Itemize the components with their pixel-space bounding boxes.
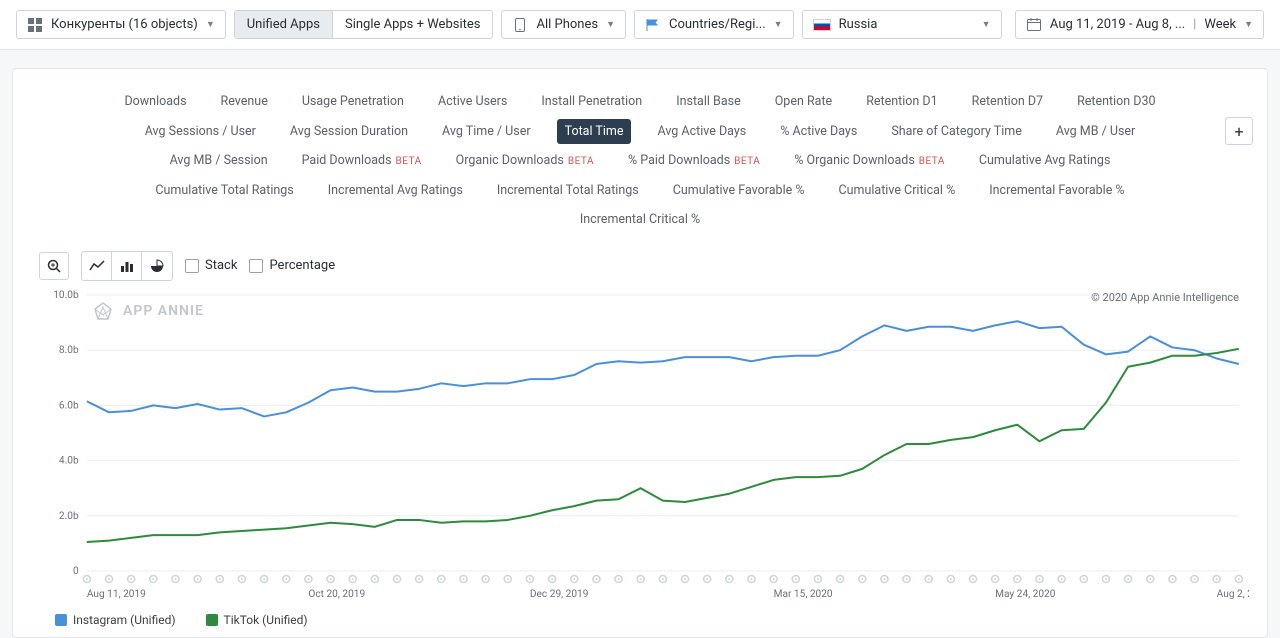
- device-dropdown[interactable]: All Phones ▼: [501, 10, 626, 39]
- metric-tab[interactable]: Install Base: [668, 89, 749, 115]
- metric-tab[interactable]: Avg Sessions / User: [137, 119, 264, 145]
- beta-badge: BETA: [919, 156, 945, 167]
- calendar-icon: [1026, 19, 1042, 31]
- metric-tab[interactable]: Avg Session Duration: [282, 119, 416, 145]
- filter-bar: Конкуренты (16 objects) ▼ Unified Apps S…: [0, 0, 1280, 50]
- date-range-label: Aug 11, 2019 - Aug 8, ...: [1050, 17, 1185, 32]
- metric-tab[interactable]: Retention D30: [1069, 89, 1163, 115]
- metric-tab[interactable]: Share of Category Time: [883, 119, 1030, 145]
- region-type-label: Countries/Regi...: [669, 17, 766, 32]
- checkbox-box-icon: [249, 259, 263, 273]
- metric-tab[interactable]: Avg Active Days: [649, 119, 754, 145]
- country-dropdown[interactable]: Russia ▼: [802, 10, 1002, 39]
- metric-tab[interactable]: Avg Time / User: [434, 119, 539, 145]
- caret-down-icon: ▼: [1244, 19, 1253, 30]
- main-panel: Downloads Revenue Usage Penetration Active …: [12, 68, 1268, 638]
- metric-tab[interactable]: Active Users: [430, 89, 515, 115]
- metric-tab[interactable]: Total Time: [557, 119, 632, 145]
- chart: APP ANNIE © 2020 App Annie Intelligence …: [31, 289, 1249, 609]
- pie-chart-button[interactable]: [142, 252, 172, 280]
- device-label: All Phones: [536, 17, 598, 32]
- metric-tab[interactable]: Incremental Favorable %: [981, 178, 1132, 204]
- metric-tab[interactable]: Retention D7: [964, 89, 1051, 115]
- metric-tab[interactable]: Paid DownloadsBETA: [294, 148, 430, 174]
- metric-tab[interactable]: Cumulative Total Ratings: [147, 178, 301, 204]
- svg-text:10.0b: 10.0b: [53, 290, 79, 301]
- app-mode-segment: Unified Apps Single Apps + Websites: [234, 10, 494, 39]
- pie-chart-icon: [150, 259, 164, 273]
- stack-checkbox[interactable]: Stack: [185, 258, 237, 273]
- flag-icon: [645, 19, 661, 31]
- russia-flag-icon: [813, 19, 831, 31]
- metric-tab[interactable]: Incremental Total Ratings: [489, 178, 647, 204]
- svg-text:Dec 29, 2019: Dec 29, 2019: [530, 589, 589, 600]
- add-metric-button[interactable]: +: [1225, 117, 1253, 145]
- metric-tab[interactable]: Usage Penetration: [294, 89, 412, 115]
- svg-text:Aug 2, 2020: Aug 2, 2020: [1217, 589, 1249, 600]
- zoom-button[interactable]: [39, 252, 69, 280]
- metric-tab[interactable]: Retention D1: [858, 89, 945, 115]
- svg-text:4.0b: 4.0b: [59, 455, 79, 466]
- seg-unified-apps[interactable]: Unified Apps: [235, 11, 333, 38]
- copyright: © 2020 App Annie Intelligence: [1091, 291, 1239, 304]
- apps-grid-icon: [27, 19, 43, 31]
- svg-text:Oct 20, 2019: Oct 20, 2019: [308, 589, 365, 600]
- chart-toolbar: Stack Percentage: [31, 243, 1249, 285]
- checkbox-box-icon: [185, 259, 199, 273]
- svg-text:8.0b: 8.0b: [59, 345, 79, 356]
- percentage-label: Percentage: [269, 258, 335, 273]
- competitors-label: Конкуренты (16 objects): [51, 17, 198, 32]
- granularity-label: Week: [1204, 17, 1236, 32]
- svg-text:2.0b: 2.0b: [59, 510, 79, 521]
- svg-text:0: 0: [73, 566, 79, 577]
- metric-tab[interactable]: Avg MB / User: [1048, 119, 1143, 145]
- chart-type-group: [81, 251, 173, 281]
- country-label: Russia: [839, 17, 878, 32]
- metric-tab[interactable]: Incremental Avg Ratings: [320, 178, 471, 204]
- legend-swatch: [206, 614, 218, 626]
- metric-tab[interactable]: % Organic DownloadsBETA: [786, 148, 953, 174]
- caret-down-icon: ▼: [774, 19, 783, 30]
- svg-text:Aug 11, 2019: Aug 11, 2019: [87, 589, 146, 600]
- phone-icon: [512, 19, 528, 31]
- caret-down-icon: ▼: [606, 19, 615, 30]
- beta-badge: BETA: [568, 156, 594, 167]
- metric-tab[interactable]: % Active Days: [772, 119, 865, 145]
- svg-text:6.0b: 6.0b: [59, 400, 79, 411]
- metric-tab[interactable]: Cumulative Favorable %: [665, 178, 813, 204]
- metric-tab[interactable]: Cumulative Avg Ratings: [971, 148, 1119, 174]
- beta-badge: BETA: [734, 156, 760, 167]
- bar-chart-icon: [120, 260, 134, 272]
- date-range-dropdown[interactable]: Aug 11, 2019 - Aug 8, ... | Week ▼: [1015, 10, 1264, 39]
- svg-text:Mar 15, 2020: Mar 15, 2020: [774, 589, 833, 600]
- line-chart-button[interactable]: [82, 252, 112, 280]
- metric-tab[interactable]: Avg MB / Session: [162, 148, 276, 174]
- metric-tab[interactable]: Open Rate: [767, 89, 840, 115]
- bar-chart-button[interactable]: [112, 252, 142, 280]
- metric-tab[interactable]: Cumulative Critical %: [831, 178, 964, 204]
- beta-badge: BETA: [396, 156, 422, 167]
- metric-tab[interactable]: Organic DownloadsBETA: [448, 148, 602, 174]
- metric-tab[interactable]: Install Penetration: [533, 89, 650, 115]
- legend: Instagram (Unified)TikTok (Unified): [31, 609, 1249, 627]
- watermark: APP ANNIE: [91, 301, 204, 321]
- seg-single-apps[interactable]: Single Apps + Websites: [333, 11, 493, 38]
- percentage-checkbox[interactable]: Percentage: [249, 258, 335, 273]
- region-type-dropdown[interactable]: Countries/Regi... ▼: [634, 10, 794, 39]
- stack-label: Stack: [205, 258, 237, 273]
- caret-down-icon: ▼: [982, 19, 991, 30]
- metric-tabs: Downloads Revenue Usage Penetration Active …: [31, 83, 1249, 243]
- competitors-dropdown[interactable]: Конкуренты (16 objects) ▼: [16, 10, 226, 39]
- line-chart-icon: [89, 260, 105, 272]
- svg-text:May 24, 2020: May 24, 2020: [995, 589, 1056, 600]
- metric-tab[interactable]: Incremental Critical %: [572, 207, 708, 233]
- caret-down-icon: ▼: [206, 19, 215, 30]
- metric-tab[interactable]: Downloads: [116, 89, 194, 115]
- zoom-icon: [47, 259, 61, 273]
- metric-tab[interactable]: Revenue: [213, 89, 276, 115]
- metric-tab[interactable]: % Paid DownloadsBETA: [620, 148, 768, 174]
- legend-swatch: [55, 614, 67, 626]
